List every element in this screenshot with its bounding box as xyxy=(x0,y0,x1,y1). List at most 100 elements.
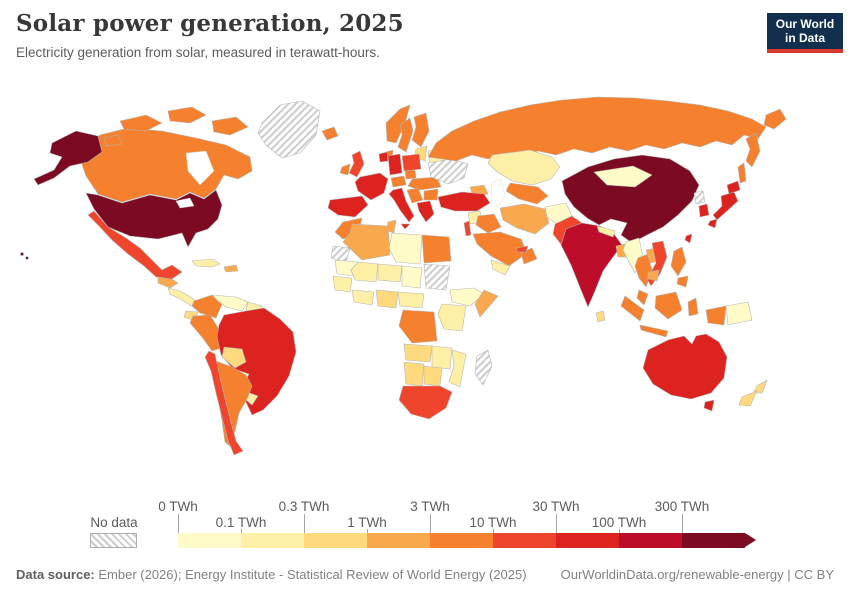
country-ireland[interactable] xyxy=(339,163,351,176)
country-canada-arctic-islands[interactable] xyxy=(211,116,249,136)
country-chad[interactable] xyxy=(401,265,423,289)
country-western-sahara[interactable] xyxy=(330,245,351,263)
country-indonesia-sumatra[interactable] xyxy=(620,295,645,322)
country-malaysia[interactable] xyxy=(636,289,649,306)
country-japan[interactable] xyxy=(726,180,741,195)
country-united-states[interactable] xyxy=(85,189,223,248)
country-indonesia-sulawesi[interactable] xyxy=(687,297,699,317)
legend-bin-0.1-0.3[interactable] xyxy=(241,533,304,548)
country-canada-arctic-islands[interactable] xyxy=(167,106,207,124)
country-canada[interactable] xyxy=(77,127,253,203)
country-yemen[interactable] xyxy=(490,259,511,276)
country-iceland[interactable] xyxy=(321,126,339,141)
legend-bin-100-300[interactable] xyxy=(619,533,682,548)
country-united-kingdom[interactable] xyxy=(348,150,365,178)
country-germany[interactable] xyxy=(387,153,403,176)
country-japan[interactable] xyxy=(707,218,718,229)
country-china[interactable] xyxy=(561,154,700,244)
country-cambodia[interactable] xyxy=(647,269,660,282)
country-canada-arctic-islands[interactable] xyxy=(103,134,123,147)
country-namibia[interactable] xyxy=(403,361,425,387)
country-sri-lanka[interactable] xyxy=(595,310,606,323)
country-saudi-arabia[interactable] xyxy=(472,231,528,267)
country-borneo[interactable] xyxy=(654,291,683,320)
legend-bin-1-3[interactable] xyxy=(367,533,430,548)
country-russia[interactable] xyxy=(737,162,747,184)
legend-bin-0.3-1[interactable] xyxy=(304,533,367,548)
country-russia[interactable] xyxy=(427,96,767,162)
country-nepal[interactable] xyxy=(596,225,616,238)
country-hawaii[interactable] xyxy=(25,256,29,260)
country-west-balkans[interactable] xyxy=(406,187,424,204)
country-new-zealand[interactable] xyxy=(738,390,758,407)
country-spain[interactable] xyxy=(327,195,369,218)
country-ethiopia[interactable] xyxy=(449,287,485,307)
legend-bin-30-100[interactable] xyxy=(556,533,619,548)
country-hispaniola[interactable] xyxy=(223,264,239,273)
country-peru[interactable] xyxy=(189,314,225,352)
footer-link[interactable]: OurWorldinData.org/renewable-energy | CC… xyxy=(560,567,834,582)
legend-bin-300+[interactable] xyxy=(682,533,745,548)
country-madagascar[interactable] xyxy=(474,349,493,386)
country-alpine-region[interactable] xyxy=(390,175,407,188)
country-papua-new-guinea[interactable] xyxy=(725,301,753,326)
country-central-america[interactable] xyxy=(157,276,179,289)
country-poland[interactable] xyxy=(401,153,422,172)
country-senegal-guinea[interactable] xyxy=(332,275,353,293)
country-czechia[interactable] xyxy=(404,169,417,180)
country-australia[interactable] xyxy=(642,333,728,400)
country-finland[interactable] xyxy=(411,112,430,148)
country-venezuela[interactable] xyxy=(211,294,249,312)
country-alaska[interactable] xyxy=(33,130,103,186)
country-taiwan[interactable] xyxy=(684,233,693,244)
country-zambia-zimbabwe[interactable] xyxy=(431,345,453,370)
country-mexico[interactable] xyxy=(87,210,183,280)
legend-bin-0-0.1[interactable] xyxy=(178,533,241,548)
country-tunisia[interactable] xyxy=(386,219,397,234)
country-ghana-ivory-coast[interactable] xyxy=(351,289,375,306)
country-russia[interactable] xyxy=(763,108,787,130)
country-sicily[interactable] xyxy=(400,223,411,230)
country-iraq[interactable] xyxy=(475,213,502,234)
country-chile[interactable] xyxy=(204,350,244,456)
legend-bin-3-10[interactable] xyxy=(430,533,493,548)
country-north-korea[interactable] xyxy=(693,190,706,205)
country-japan[interactable] xyxy=(712,191,739,221)
country-niger[interactable] xyxy=(377,263,403,283)
country-somalia[interactable] xyxy=(474,289,499,318)
country-south-africa[interactable] xyxy=(398,385,453,420)
country-benelux[interactable] xyxy=(378,151,389,163)
country-greenland[interactable] xyxy=(257,100,321,159)
country-italy[interactable] xyxy=(388,187,415,223)
country-bolivia[interactable] xyxy=(221,346,247,369)
country-tasmania[interactable] xyxy=(703,399,715,412)
country-mozambique[interactable] xyxy=(448,349,467,388)
owid-logo[interactable]: Our World in Data xyxy=(767,13,843,53)
country-philippines[interactable] xyxy=(670,246,687,277)
country-new-zealand[interactable] xyxy=(752,379,768,394)
country-south-korea[interactable] xyxy=(698,203,710,218)
country-central-asia[interactable] xyxy=(505,182,549,205)
country-india[interactable] xyxy=(560,222,623,308)
country-brazil[interactable] xyxy=(216,307,297,416)
country-philippines[interactable] xyxy=(676,275,689,288)
country-indonesia-java[interactable] xyxy=(639,324,669,338)
country-mali[interactable] xyxy=(350,261,379,283)
country-kazakhstan[interactable] xyxy=(487,149,561,186)
country-egypt[interactable] xyxy=(421,234,452,264)
country-drc[interactable] xyxy=(398,309,438,344)
country-sudan[interactable] xyxy=(423,263,451,291)
country-uae[interactable] xyxy=(516,245,529,253)
country-russia[interactable] xyxy=(745,132,761,168)
country-canada-arctic-islands[interactable] xyxy=(119,114,163,132)
country-nigeria[interactable] xyxy=(375,289,399,309)
country-east-africa[interactable] xyxy=(437,303,467,332)
country-angola[interactable] xyxy=(403,343,433,363)
country-bulgaria[interactable] xyxy=(423,188,439,201)
country-mongolia[interactable] xyxy=(593,165,653,188)
country-sweden[interactable] xyxy=(397,117,414,153)
legend-no-data-swatch[interactable] xyxy=(90,533,137,548)
country-israel[interactable] xyxy=(463,220,472,237)
country-indonesia-papua[interactable] xyxy=(705,305,727,326)
country-cuba[interactable] xyxy=(191,258,221,268)
